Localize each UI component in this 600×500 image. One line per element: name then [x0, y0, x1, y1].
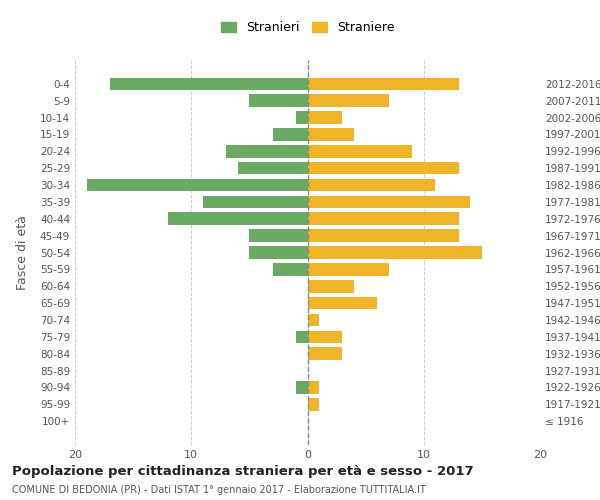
Bar	[308, 145, 412, 158]
Bar	[250, 246, 308, 259]
Bar	[203, 196, 308, 208]
Bar	[308, 280, 354, 292]
Bar	[308, 230, 458, 242]
Text: Popolazione per cittadinanza straniera per età e sesso - 2017: Popolazione per cittadinanza straniera p…	[12, 465, 473, 478]
Bar	[308, 314, 319, 326]
Bar	[86, 178, 308, 192]
Bar	[308, 297, 377, 310]
Bar	[308, 94, 389, 107]
Bar	[226, 145, 308, 158]
Y-axis label: Fasce di età: Fasce di età	[16, 215, 29, 290]
Bar	[308, 381, 319, 394]
Bar	[308, 162, 458, 174]
Bar	[308, 263, 389, 276]
Bar	[238, 162, 308, 174]
Bar	[308, 128, 354, 141]
Bar	[272, 263, 308, 276]
Bar	[308, 246, 482, 259]
Bar	[250, 230, 308, 242]
Bar	[308, 111, 343, 124]
Bar	[168, 212, 308, 225]
Bar	[308, 178, 436, 192]
Bar	[296, 381, 308, 394]
Bar	[308, 78, 458, 90]
Bar	[308, 330, 343, 343]
Text: COMUNE DI BEDONIA (PR) - Dati ISTAT 1° gennaio 2017 - Elaborazione TUTTITALIA.IT: COMUNE DI BEDONIA (PR) - Dati ISTAT 1° g…	[12, 485, 426, 495]
Bar	[308, 348, 343, 360]
Legend: Stranieri, Straniere: Stranieri, Straniere	[216, 16, 399, 39]
Bar	[272, 128, 308, 141]
Bar	[250, 94, 308, 107]
Bar	[308, 196, 470, 208]
Bar	[296, 330, 308, 343]
Bar	[296, 111, 308, 124]
Bar	[308, 212, 458, 225]
Bar	[308, 398, 319, 410]
Bar	[110, 78, 308, 90]
